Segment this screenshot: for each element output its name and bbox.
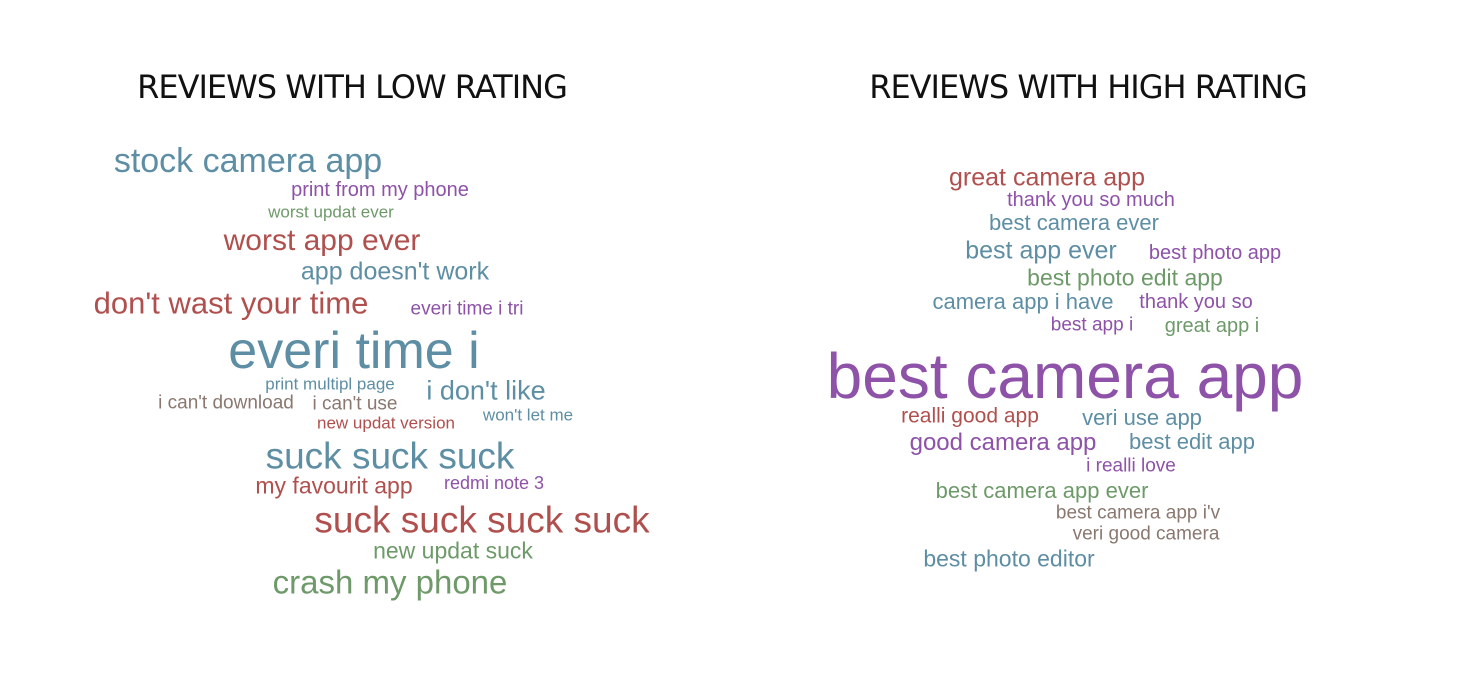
high-rating-word: realli good app xyxy=(901,404,1039,428)
low-rating-word: my favourit app xyxy=(255,472,413,499)
low-rating-title: REVIEWS WITH LOW RATING xyxy=(137,68,568,106)
low-rating-word: i can't use xyxy=(312,393,398,415)
low-rating-word: print from my phone xyxy=(291,179,469,201)
high-rating-word: best camera ever xyxy=(989,210,1159,235)
high-rating-word: veri use app xyxy=(1082,405,1202,430)
low-rating-word: everi time i xyxy=(228,322,480,380)
high-rating-word: thank you so xyxy=(1139,291,1253,313)
high-rating-word: best photo app xyxy=(1148,242,1282,264)
low-rating-word: worst app ever xyxy=(223,224,421,257)
high-rating-word: good camera app xyxy=(909,429,1097,456)
low-rating-word: won't let me xyxy=(482,405,574,425)
high-rating-title: REVIEWS WITH HIGH RATING xyxy=(869,68,1308,106)
high-rating-word: best app i xyxy=(1050,314,1134,336)
low-rating-word: i don't like xyxy=(426,375,546,406)
high-rating-word: camera app i have xyxy=(932,289,1114,314)
low-rating-word: worst updat ever xyxy=(268,202,394,222)
low-rating-word: stock camera app xyxy=(113,142,383,180)
low-rating-word: app doesn't work xyxy=(300,257,490,286)
low-rating-word: new updat suck xyxy=(373,537,533,564)
high-rating-word: best camera app ever xyxy=(935,478,1149,503)
high-rating-word: great camera app xyxy=(949,163,1145,192)
high-rating-word: veri good camera xyxy=(1072,523,1220,545)
high-rating-word: best photo editor xyxy=(923,545,1095,572)
high-rating-word: best app ever xyxy=(965,236,1117,265)
low-rating-word: suck suck suck suck xyxy=(314,499,650,541)
low-rating-word: print multipl page xyxy=(265,374,395,394)
high-rating-word: best edit app xyxy=(1129,429,1255,454)
high-rating-word: thank you so much xyxy=(1007,189,1175,211)
high-rating-word: best camera app i'v xyxy=(1055,502,1221,524)
low-rating-word: i can't download xyxy=(158,392,294,414)
high-rating-word: great app i xyxy=(1164,315,1260,337)
low-rating-word: everi time i tri xyxy=(410,298,524,320)
low-rating-word: redmi note 3 xyxy=(443,473,545,493)
high-rating-word: i realli love xyxy=(1086,455,1176,477)
low-rating-word: new updat version xyxy=(317,413,455,433)
low-rating-word: suck suck suck xyxy=(265,435,515,477)
low-rating-word: don't wast your time xyxy=(93,285,369,321)
high-rating-word: best photo edit app xyxy=(1027,264,1223,291)
low-rating-word: crash my phone xyxy=(272,563,508,601)
high-rating-word: best camera app xyxy=(826,340,1304,412)
